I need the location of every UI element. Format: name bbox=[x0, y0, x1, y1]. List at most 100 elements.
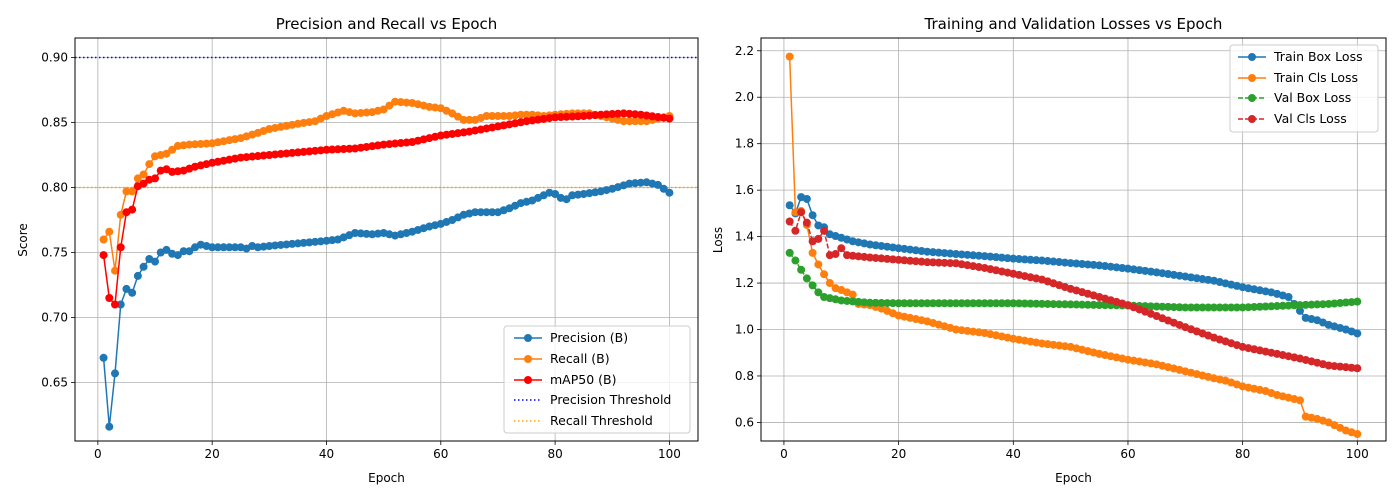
data-point bbox=[1238, 303, 1247, 312]
data-point bbox=[339, 145, 348, 154]
data-point bbox=[465, 115, 474, 124]
data-point bbox=[665, 114, 674, 123]
data-point bbox=[974, 299, 983, 308]
data-point bbox=[99, 235, 108, 244]
data-point bbox=[482, 112, 491, 120]
data-point bbox=[265, 242, 274, 250]
data-point bbox=[619, 109, 628, 118]
data-point bbox=[1049, 257, 1058, 266]
data-point bbox=[808, 211, 817, 220]
data-point bbox=[111, 369, 120, 378]
data-point bbox=[162, 149, 171, 158]
data-point bbox=[1020, 299, 1029, 308]
data-point bbox=[1066, 300, 1075, 309]
data-point bbox=[785, 52, 794, 61]
data-point bbox=[105, 227, 114, 236]
data-point bbox=[636, 178, 645, 187]
data-point bbox=[579, 112, 588, 120]
series-points bbox=[99, 178, 674, 431]
data-point bbox=[596, 110, 605, 119]
chart-title-right: Training and Validation Losses vs Epoch bbox=[924, 15, 1223, 33]
data-point bbox=[848, 290, 857, 299]
data-point bbox=[236, 153, 245, 162]
y-tick-label: 0.80 bbox=[41, 181, 68, 195]
data-point bbox=[356, 108, 365, 117]
data-point bbox=[299, 147, 308, 156]
y-axis-label-right: Loss bbox=[711, 227, 725, 253]
data-point bbox=[1353, 364, 1362, 373]
legend-label-recall: Recall (B) bbox=[550, 351, 610, 366]
data-point bbox=[625, 117, 634, 126]
data-point bbox=[1032, 256, 1041, 265]
data-point bbox=[797, 265, 806, 274]
data-point bbox=[333, 145, 342, 154]
data-point bbox=[1101, 301, 1110, 310]
legend-left: Precision (B) Recall (B) mAP50 (B) Preci… bbox=[503, 325, 691, 434]
legend-label-val-cls: Val Cls Loss bbox=[1274, 111, 1347, 126]
data-point bbox=[488, 208, 497, 217]
data-point bbox=[940, 299, 949, 308]
data-point bbox=[888, 255, 897, 264]
data-point bbox=[1341, 363, 1350, 372]
data-point bbox=[316, 237, 325, 246]
data-point bbox=[1089, 260, 1098, 269]
data-point bbox=[568, 112, 577, 121]
data-point bbox=[356, 229, 365, 238]
data-point bbox=[963, 250, 972, 259]
data-point bbox=[1037, 299, 1046, 308]
data-point bbox=[168, 145, 177, 154]
data-point bbox=[99, 353, 108, 362]
data-point bbox=[871, 253, 880, 262]
data-point bbox=[1049, 300, 1058, 309]
data-point bbox=[1043, 299, 1052, 308]
data-point bbox=[1313, 300, 1322, 309]
data-point bbox=[316, 146, 325, 155]
data-point bbox=[837, 244, 846, 253]
data-point bbox=[1307, 300, 1316, 309]
legend-marker-dot bbox=[1248, 74, 1256, 82]
legend-label-precision: Precision (B) bbox=[550, 330, 628, 345]
data-point bbox=[122, 187, 131, 196]
data-point bbox=[608, 110, 617, 119]
data-point bbox=[225, 243, 234, 252]
data-point bbox=[145, 160, 154, 169]
data-point bbox=[1330, 362, 1339, 371]
data-point bbox=[1290, 301, 1299, 310]
data-point bbox=[116, 300, 125, 309]
data-point bbox=[802, 274, 811, 283]
data-point bbox=[986, 252, 995, 261]
y-tick-label: 1.8 bbox=[735, 137, 754, 151]
data-point bbox=[351, 109, 360, 118]
data-point bbox=[391, 97, 400, 106]
data-point bbox=[402, 98, 411, 107]
data-point bbox=[1250, 302, 1259, 311]
data-point bbox=[139, 170, 148, 179]
data-point bbox=[911, 257, 920, 266]
data-point bbox=[934, 248, 943, 257]
data-point bbox=[911, 299, 920, 308]
data-point bbox=[831, 250, 840, 259]
data-point bbox=[1015, 299, 1024, 308]
data-point bbox=[1181, 303, 1190, 312]
data-point bbox=[860, 298, 869, 307]
data-point bbox=[1146, 302, 1155, 311]
data-point bbox=[631, 117, 640, 126]
series-points bbox=[785, 193, 1362, 338]
y-tick-label: 1.2 bbox=[735, 276, 754, 290]
data-point bbox=[900, 256, 909, 265]
data-point bbox=[1318, 300, 1327, 309]
data-point bbox=[1284, 301, 1293, 310]
precision-recall-chart: 0 20 40 60 80 100 0.65 0.70 0.75 0.80 0.85 0.90 Pre… bbox=[16, 15, 699, 485]
y-tick-label: 0.70 bbox=[41, 311, 68, 325]
data-point bbox=[208, 243, 217, 252]
data-point bbox=[1221, 303, 1230, 312]
data-point bbox=[929, 258, 938, 267]
data-point bbox=[1295, 301, 1304, 310]
axes-frame-left bbox=[74, 37, 699, 442]
data-point bbox=[814, 234, 823, 243]
data-point bbox=[1055, 300, 1064, 309]
data-point bbox=[969, 251, 978, 260]
y-tick-label: 0.6 bbox=[735, 415, 754, 429]
data-point bbox=[946, 259, 955, 268]
data-point bbox=[1169, 303, 1178, 312]
